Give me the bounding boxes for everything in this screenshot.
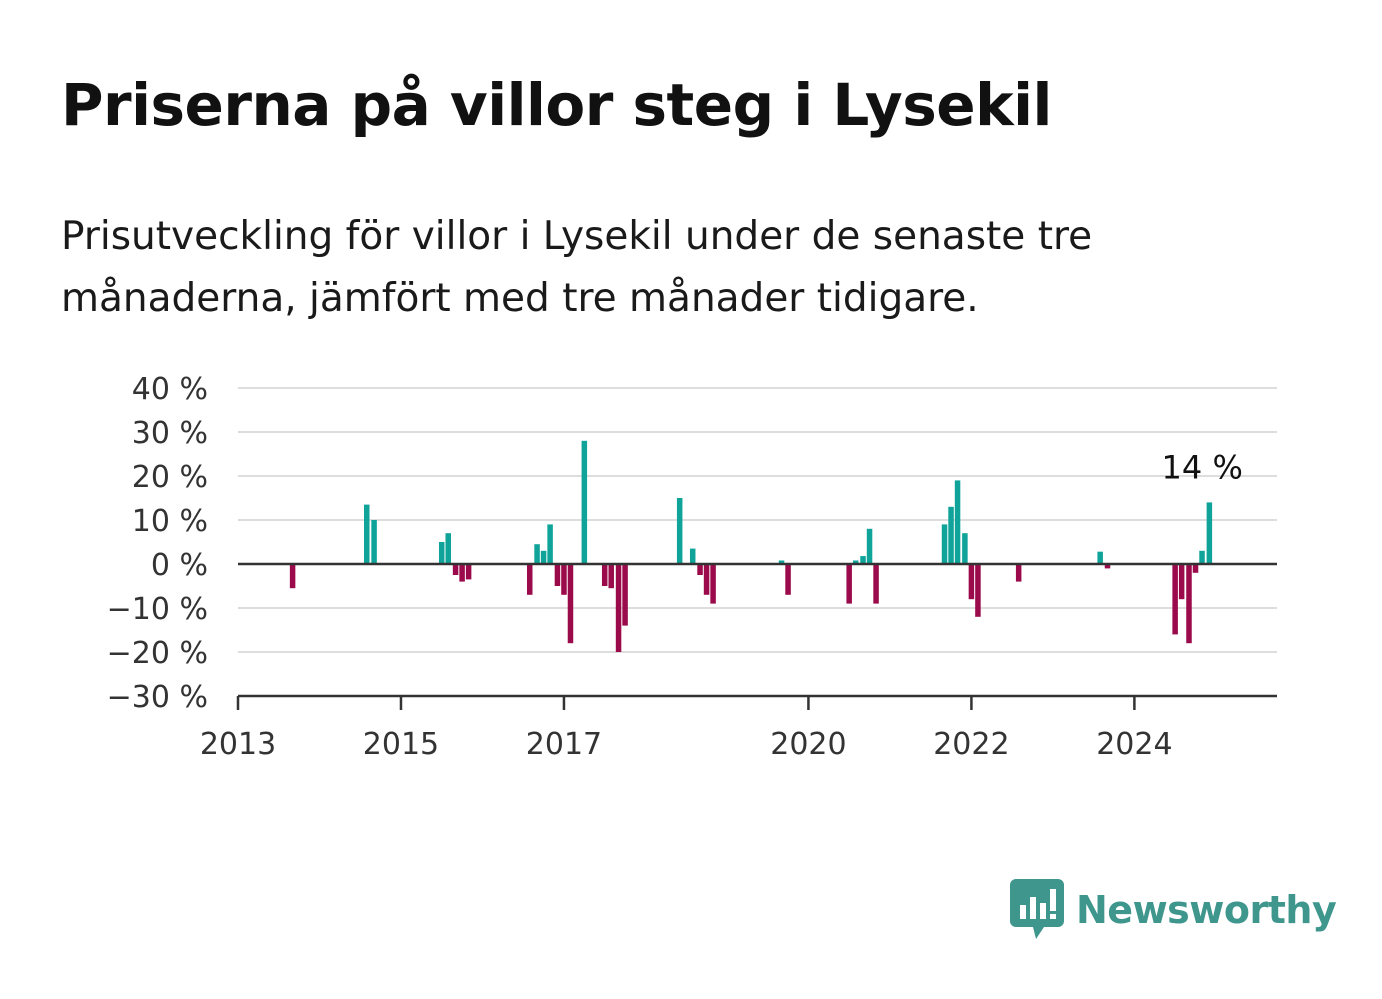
bar-positive (1199, 550, 1205, 564)
bar-negative (459, 564, 465, 582)
bar-negative (1178, 564, 1185, 600)
bar-negative (1186, 564, 1192, 644)
x-tick-label: 2015 (363, 727, 439, 762)
bar-negative (846, 564, 852, 604)
axes (236, 562, 1277, 710)
x-tick-label: 2013 (200, 727, 276, 762)
bar-negative (703, 564, 710, 595)
bar-negative (561, 564, 567, 595)
y-tick-label: −10 % (107, 592, 208, 627)
x-tick-label: 2017 (526, 727, 602, 762)
bar-negative (1104, 564, 1111, 569)
bar-positive (445, 533, 451, 564)
bar-negative (968, 564, 975, 600)
x-tick-label: 2024 (1096, 727, 1172, 762)
grid-lines (238, 387, 1277, 653)
bar-positive (866, 528, 873, 564)
bar-negative (785, 564, 791, 595)
newsworthy-logo-icon (1010, 879, 1064, 939)
y-tick-label: 20 % (132, 460, 208, 495)
bar-negative (601, 564, 608, 586)
newsworthy-logo: Newsworthy (1010, 878, 1337, 942)
tick-labels: −30 % −20 % −10 % 0 % 10 % 20 % 30 % 40 % 2013 20… (107, 372, 1243, 762)
y-tick-label: −20 % (107, 636, 208, 671)
bar-positive (540, 550, 547, 564)
y-tick-label: 10 % (132, 504, 208, 539)
bar-negative (697, 564, 703, 575)
bar-positive (547, 524, 553, 564)
bar-positive (860, 556, 866, 564)
bar-positive (1097, 551, 1103, 564)
bar-positive (941, 524, 948, 564)
bar-positive (852, 560, 859, 564)
bar-negative (452, 564, 459, 575)
bar-negative (554, 564, 561, 586)
y-tick-label: 40 % (132, 372, 208, 407)
x-tick-label: 2022 (933, 727, 1009, 762)
bar-positive (534, 544, 540, 564)
bar-negative (465, 564, 472, 580)
bar-positive (581, 440, 588, 564)
bar-negative (526, 564, 533, 595)
bar-negative (615, 564, 622, 652)
y-tick-label: 0 % (151, 548, 208, 583)
bar-negative (622, 564, 628, 626)
brand-name: Newsworthy (1076, 888, 1337, 932)
bar-positive (689, 548, 696, 564)
bar-negative (567, 564, 574, 644)
y-tick-label: −30 % (107, 680, 208, 715)
bar-positive (962, 533, 968, 564)
x-tick-label: 2020 (770, 727, 846, 762)
chart-subtitle: Prisutveckling för villor i Lysekil unde… (61, 214, 1093, 321)
bar-positive (371, 520, 377, 564)
bar-positive (676, 498, 683, 564)
bar-negative (289, 564, 296, 589)
bar-negative (975, 564, 981, 617)
bars (289, 440, 1213, 652)
bar-negative (608, 564, 614, 589)
bar-positive (948, 506, 954, 564)
bar-negative (1015, 564, 1022, 582)
bar-positive (954, 480, 961, 564)
chart-title: Priserna på villor steg i Lysekil (61, 71, 1052, 139)
bar-negative (1192, 564, 1199, 573)
bar-positive (364, 504, 370, 564)
bar-negative (710, 564, 716, 604)
bar-positive (778, 560, 785, 564)
last-value-label: 14 % (1162, 448, 1243, 486)
bar-positive (438, 542, 445, 564)
bar-negative (873, 564, 879, 604)
bar-negative (1172, 564, 1178, 635)
bar-positive (1206, 502, 1213, 564)
y-tick-label: 30 % (132, 416, 208, 451)
